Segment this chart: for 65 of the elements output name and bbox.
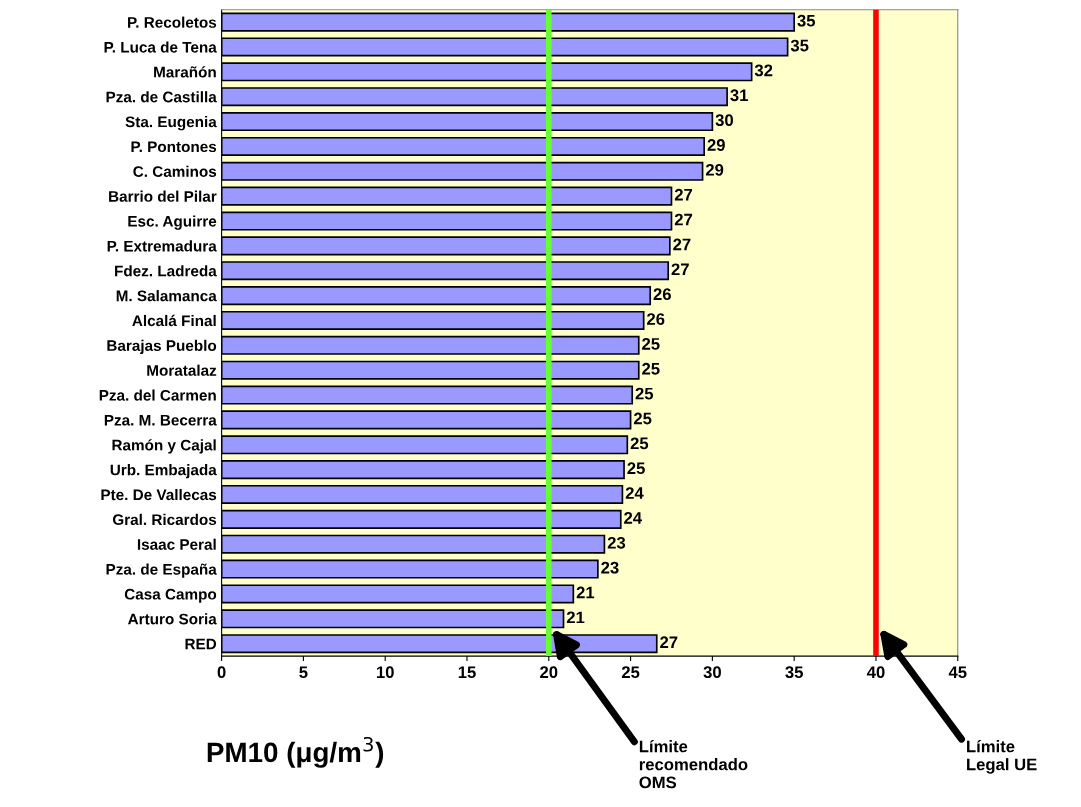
data-label: 31 xyxy=(730,89,748,102)
x-tick-label: 45 xyxy=(948,666,967,679)
data-label: 27 xyxy=(671,263,689,276)
y-tick-label: Esc. Aguirre xyxy=(128,215,217,230)
y-tick-label: Fdez. Ladreda xyxy=(115,265,217,277)
y-tick-label: Barrio del Pilar xyxy=(109,190,217,202)
data-label: 25 xyxy=(630,437,649,450)
y-tick-label: Pza. del Carmen xyxy=(99,389,216,401)
x-tick-label: 30 xyxy=(703,666,721,679)
x-tick-label: 25 xyxy=(621,666,640,679)
data-label: 35 xyxy=(797,14,816,27)
data-label: 25 xyxy=(627,462,645,475)
x-tick-label: 40 xyxy=(866,666,885,679)
y-tick-label: P. Pontones xyxy=(131,141,217,153)
y-tick-label: Isaac Peral xyxy=(137,538,216,550)
data-label: 21 xyxy=(576,586,595,599)
data-label: 27 xyxy=(674,188,693,201)
x-tick-label: 35 xyxy=(785,666,803,679)
data-label: 24 xyxy=(625,487,644,499)
data-label: 27 xyxy=(673,238,691,251)
y-tick-label: Gral. Ricardos xyxy=(112,513,217,526)
y-tick-label: Pza. de España xyxy=(106,563,217,578)
ref-line-label: Límite Legal UE xyxy=(967,739,1037,774)
data-label: 35 xyxy=(790,39,809,52)
x-tick-label: 0 xyxy=(217,666,226,679)
data-label: 23 xyxy=(607,536,626,549)
y-tick-label: Pza. M. Becerra xyxy=(104,414,217,426)
data-label: 25 xyxy=(642,337,660,350)
y-tick-label: Arturo Soria xyxy=(127,613,217,625)
y-tick-label: M. Salamanca xyxy=(116,290,217,302)
data-label: 29 xyxy=(705,163,724,176)
y-tick-label: Alcalá Final xyxy=(132,314,216,327)
y-tick-label: Marañón xyxy=(154,66,216,78)
data-label: 25 xyxy=(642,362,660,375)
y-tick-label: Moratalaz xyxy=(147,364,217,376)
data-label: 32 xyxy=(754,64,773,77)
y-tick-label: Barajas Pueblo xyxy=(107,339,217,355)
y-tick-label: Sta. Eugenia xyxy=(125,116,217,131)
data-label: 21 xyxy=(566,611,585,624)
data-label: 29 xyxy=(707,139,725,151)
y-tick-label: Urb. Embajada xyxy=(110,464,217,479)
data-label: 26 xyxy=(653,288,671,301)
data-label: 24 xyxy=(624,512,642,524)
data-label: 23 xyxy=(601,561,619,574)
y-tick-label: P. Recoletos xyxy=(128,16,217,28)
y-tick-label: Pte. De Vallecas xyxy=(101,488,217,501)
y-tick-label: P. Extremadura xyxy=(107,240,217,252)
y-tick-label: C. Caminos xyxy=(133,165,217,177)
y-tick-label: Casa Campo xyxy=(124,588,217,603)
x-tick-label: 10 xyxy=(376,666,394,679)
x-axis-title: PM10 (μg/m$^{3}$) xyxy=(207,736,384,768)
data-label: 25 xyxy=(633,412,652,425)
data-label: 27 xyxy=(674,213,693,226)
x-tick-label: 20 xyxy=(540,666,558,679)
ref-line-label: Límite recomendado OMS xyxy=(639,739,748,789)
y-tick-label: Ramón y Cajal xyxy=(112,439,216,454)
y-tick-label: P. Luca de Tena xyxy=(104,41,217,53)
y-tick-label: RED xyxy=(185,638,217,650)
data-label: 27 xyxy=(660,636,678,648)
x-tick-label: 15 xyxy=(458,666,476,679)
data-label: 26 xyxy=(647,313,665,325)
x-tick-label: 5 xyxy=(299,666,308,679)
y-tick-label: Pza. de Castilla xyxy=(106,91,217,103)
data-label: 25 xyxy=(635,387,654,400)
data-label: 30 xyxy=(715,114,734,127)
